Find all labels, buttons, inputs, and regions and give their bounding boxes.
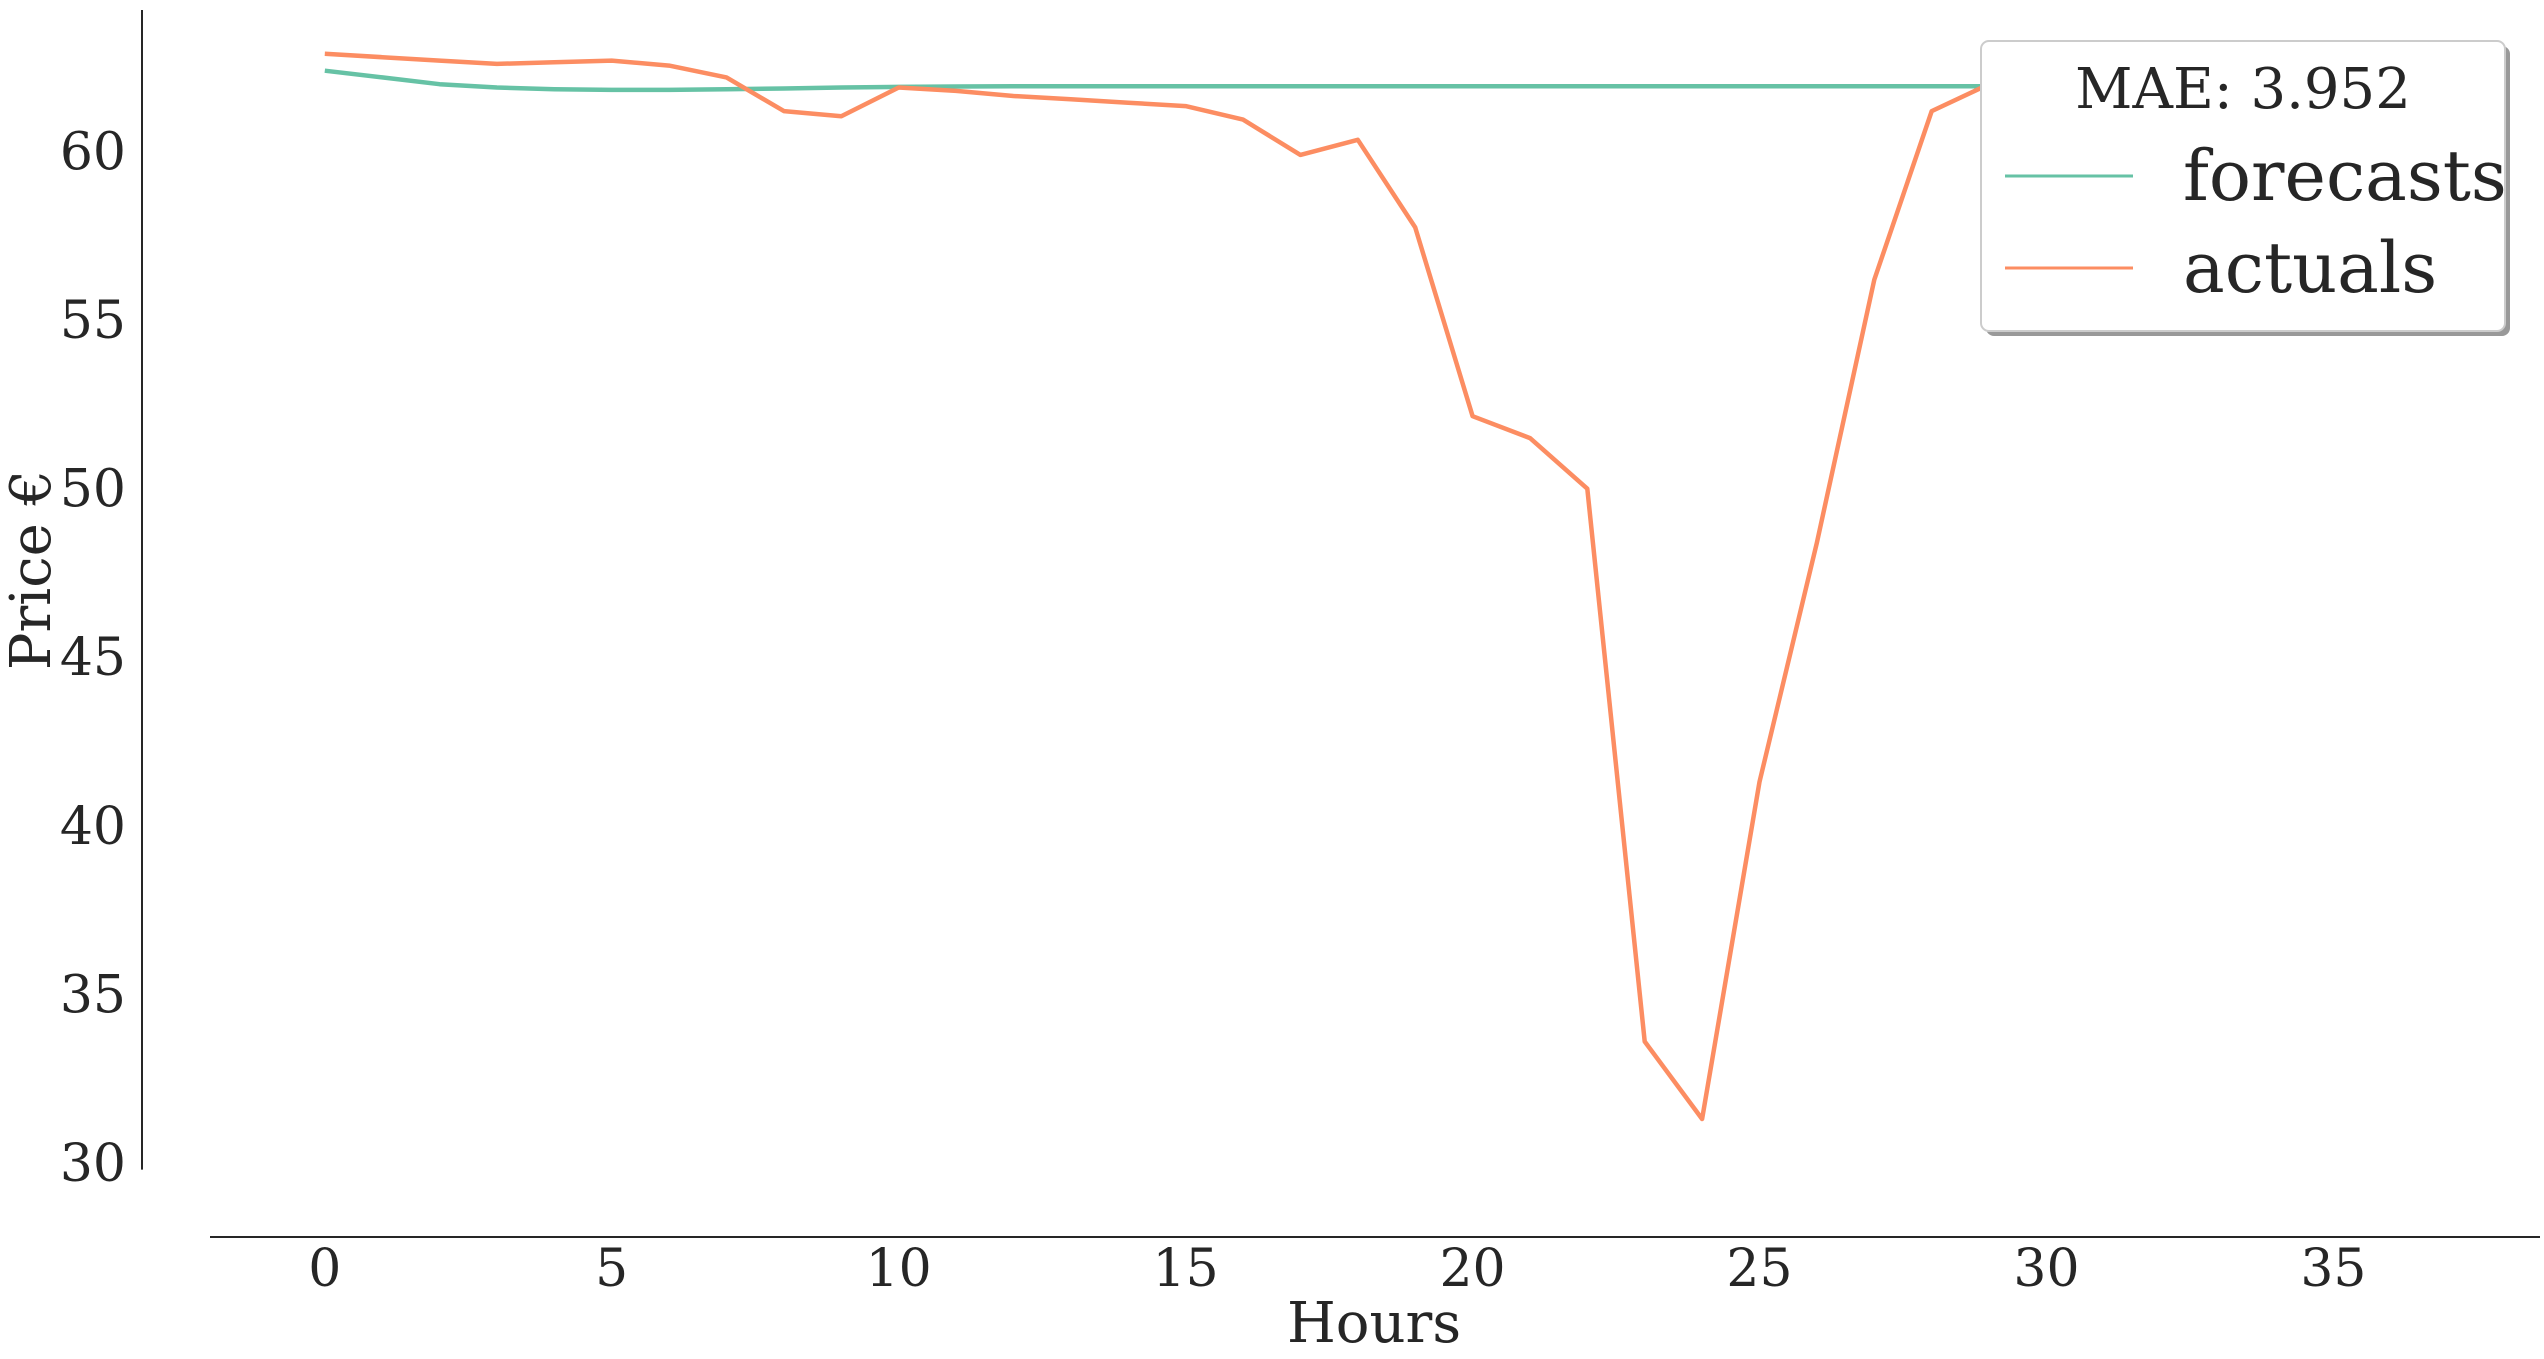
x-axis-label: Hours [1287,1291,1461,1356]
y-tick-label: 45 [60,628,126,688]
legend-box [1980,40,2506,332]
legend-actuals-label: actuals [2183,227,2437,309]
y-tick-label: 35 [60,965,126,1025]
x-tick-label: 20 [1439,1239,1505,1299]
x-tick-label: 15 [1153,1239,1219,1299]
x-tick-labels: 0 5 10 15 20 25 30 35 [308,1239,2366,1299]
x-tick-label: 25 [1726,1239,1792,1299]
y-tick-labels: 30 35 40 45 50 55 60 [60,123,126,1194]
x-tick-label: 0 [308,1239,341,1299]
y-tick-label: 30 [60,1134,126,1194]
x-tick-label: 35 [2300,1239,2366,1299]
y-tick-label: 60 [60,123,126,183]
x-tick-label: 5 [595,1239,628,1299]
legend: MAE: 3.952 forecasts actuals [1980,40,2510,336]
x-tick-label: 30 [2013,1239,2079,1299]
y-tick-label: 50 [60,460,126,520]
legend-title: MAE: 3.952 [2075,57,2411,122]
y-tick-label: 40 [60,797,126,857]
x-tick-label: 10 [866,1239,932,1299]
axes [141,10,2540,1238]
y-axis-label: Price € [0,470,64,670]
legend-forecasts-label: forecasts [2183,135,2507,217]
y-tick-label: 55 [60,291,126,351]
